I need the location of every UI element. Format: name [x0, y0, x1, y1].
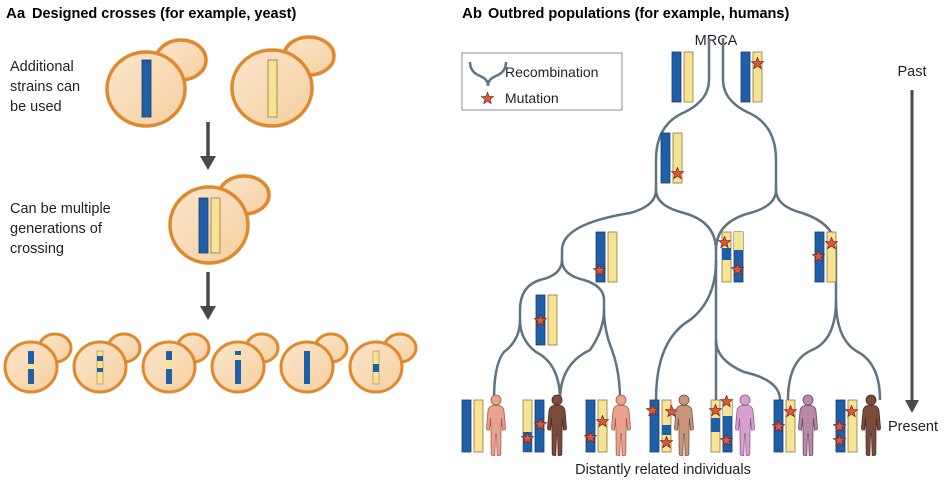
bottom-caption: Distantly related individuals: [575, 462, 751, 478]
yeast-segregant-6: [348, 332, 418, 394]
individual-4: [646, 394, 694, 456]
panel-ab-title: Outbred populations (for example, humans…: [488, 6, 789, 22]
yeast-segregant-5: [279, 332, 349, 394]
ancestor-chromosomes-2: [593, 231, 618, 283]
ancestor-chromosomes-4: [812, 231, 838, 283]
present-individuals: [461, 394, 881, 456]
note-additional-strains-line3: be used: [10, 99, 62, 115]
time-axis-past-label: Past: [897, 64, 926, 80]
time-axis: Past Present: [888, 64, 938, 435]
person-icon: [486, 394, 506, 456]
time-axis-present-label: Present: [888, 419, 938, 435]
chromosome-yellow: [267, 59, 278, 118]
individual-6: [772, 394, 818, 456]
panel-ab: Ab Outbred populations (for example, hum…: [461, 5, 938, 478]
yeast-segregant-2: [72, 332, 142, 394]
yeast-cell-hybrid: [168, 174, 271, 265]
panel-aa-letter: Aa: [6, 5, 26, 22]
genealogy-tree: [492, 38, 882, 401]
individual-2: [521, 394, 567, 456]
note-additional-strains-line2: strains can: [10, 79, 80, 95]
note-additional-strains: Additional strains can be used: [10, 59, 84, 115]
chromosome-blue: [141, 59, 152, 118]
yeast-cell-parent-yellow: [230, 35, 336, 128]
individual-3: [584, 394, 631, 456]
yeast-cell-parent-blue: [105, 38, 208, 128]
note-additional-strains-line1: Additional: [10, 59, 74, 75]
arrow-down-icon: [905, 400, 919, 413]
individual-5: [709, 394, 755, 456]
yeast-segregant-1: [3, 332, 73, 394]
legend-recombination-label: Recombination: [505, 64, 598, 80]
person-icon: [674, 394, 694, 456]
person-icon: [798, 394, 818, 456]
individual-7: [833, 394, 881, 456]
panel-aa: Aa Designed crosses (for example, yeast)…: [3, 5, 418, 394]
mrca-chromosomes: [671, 51, 764, 103]
person-icon: [547, 394, 567, 456]
legend: Recombination Mutation: [461, 52, 623, 111]
yeast-segregant-3: [141, 332, 211, 394]
legend-mutation-label: Mutation: [505, 90, 559, 106]
ancestor-chromosomes-5: [534, 294, 558, 346]
note-multiple-generations: Can be multiple generations of crossing: [10, 201, 115, 257]
panel-ab-letter: Ab: [462, 5, 482, 22]
ancestor-chromosomes-3: [718, 231, 744, 283]
arrow-down-icon: [200, 122, 216, 170]
chromosome-blue: [198, 197, 209, 254]
note-multiple-generations-line2: generations of: [10, 221, 103, 237]
recombination-icon: [468, 61, 508, 87]
note-multiple-generations-line1: Can be multiple: [10, 201, 111, 217]
panel-aa-title: Designed crosses (for example, yeast): [32, 6, 297, 22]
arrow-down-icon: [200, 272, 216, 320]
person-icon: [861, 394, 881, 456]
note-multiple-generations-line3: crossing: [10, 241, 64, 257]
individual-1: [461, 394, 506, 456]
mrca-label: MRCA: [695, 33, 738, 49]
person-icon: [611, 394, 631, 456]
chromosome-yellow: [210, 197, 221, 254]
person-icon: [735, 394, 755, 456]
ancestor-chromosomes-1: [660, 132, 684, 184]
yeast-segregant-4: [210, 332, 280, 394]
